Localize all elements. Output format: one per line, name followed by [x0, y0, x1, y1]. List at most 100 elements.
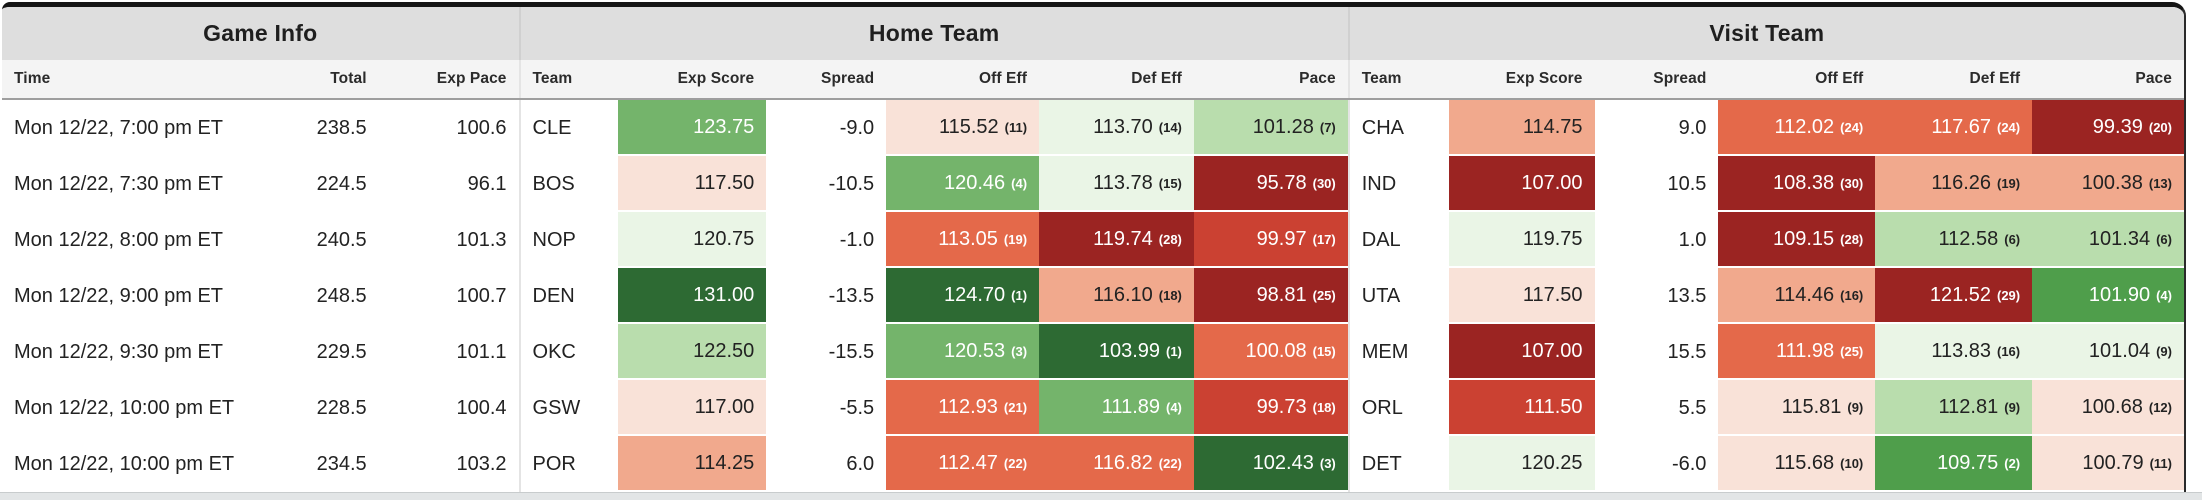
- stat-rank: (1): [1011, 287, 1028, 303]
- visit-def-eff-cell: 116.26 (19): [1875, 156, 2033, 212]
- stat-rank: (3): [1319, 455, 1336, 471]
- table-row: Mon 12/22, 9:30 pm ET 229.5 101.1 OKC 12…: [2, 324, 2184, 380]
- stat-value: 115.52: [938, 115, 999, 138]
- stat-rank: (16): [1840, 287, 1864, 303]
- stat-value: 99.97: [1256, 227, 1307, 250]
- stat-value: 117.50: [694, 171, 755, 194]
- game-total: 238.5: [248, 100, 379, 156]
- table-row: Mon 12/22, 9:00 pm ET 248.5 100.7 DEN 13…: [2, 268, 2184, 324]
- visit-spread: 13.5: [1594, 268, 1719, 324]
- table-row: Mon 12/22, 7:00 pm ET 238.5 100.6 CLE 12…: [2, 100, 2184, 156]
- stat-rank: (18): [1158, 287, 1182, 303]
- game-exp-pace: 100.4: [378, 380, 519, 436]
- visit-pace-cell: 100.68 (12): [2032, 380, 2184, 436]
- stat-value: 120.75: [693, 227, 755, 250]
- stat-rank: (4): [1166, 399, 1182, 415]
- stat-value: 112.58: [1938, 227, 1999, 250]
- home-team-code: CLE: [518, 100, 619, 156]
- column-header-visit-def-eff: Def Eff: [1969, 70, 2021, 87]
- stat-value: 99.73: [1256, 395, 1307, 418]
- home-team-code: GSW: [518, 380, 619, 436]
- stat-rank: (11): [1004, 119, 1028, 135]
- home-off-eff-cell: 124.70 (1): [886, 268, 1040, 324]
- stat-value: 113.83: [1931, 339, 1991, 362]
- stat-rank: (28): [1158, 231, 1182, 247]
- home-team-code: POR: [518, 436, 619, 492]
- game-time: Mon 12/22, 7:00 pm ET: [2, 100, 249, 156]
- stat-rank: (12): [2148, 399, 2172, 415]
- stat-rank: (6): [2156, 231, 2172, 247]
- home-exp-score-cell: 120.75: [618, 212, 767, 268]
- stat-rank: (21): [1003, 399, 1028, 415]
- stat-rank: (13): [2148, 175, 2172, 191]
- stat-value: 122.50: [693, 339, 755, 362]
- home-spread: -10.5: [766, 156, 887, 212]
- home-pace-cell: 102.43 (3): [1193, 436, 1348, 492]
- visit-off-eff-cell: 112.02 (24): [1718, 100, 1876, 156]
- home-team-code: OKC: [518, 324, 619, 380]
- stat-value: 120.53: [943, 339, 1006, 362]
- game-total: 240.5: [248, 212, 379, 268]
- stat-value: 116.10: [1093, 283, 1153, 306]
- home-pace-cell: 101.28 (7): [1193, 100, 1348, 156]
- home-spread: -13.5: [766, 268, 887, 324]
- stat-value: 114.75: [1522, 115, 1583, 138]
- home-pace-cell: 95.78 (30): [1193, 156, 1348, 212]
- stat-value: 101.34: [2088, 227, 2151, 250]
- section-header-game-info: Game Info: [2, 7, 519, 60]
- table-row: Mon 12/22, 8:00 pm ET 240.5 101.3 NOP 12…: [2, 212, 2184, 268]
- stat-value: 111.50: [1524, 395, 1583, 418]
- visit-exp-score-cell: 117.50: [1448, 268, 1595, 324]
- stat-value: 124.70: [943, 283, 1006, 306]
- stat-rank: (28): [1840, 231, 1864, 247]
- visit-off-eff-cell: 115.81 (9): [1718, 380, 1876, 436]
- home-off-eff-cell: 113.05 (19): [886, 212, 1040, 268]
- visit-off-eff-cell: 111.98 (25): [1718, 324, 1876, 380]
- visit-pace-cell: 101.90 (4): [2032, 268, 2184, 324]
- stat-rank: (16): [1997, 343, 2021, 359]
- stat-value: 117.67: [1931, 115, 1991, 138]
- visit-def-eff-cell: 109.75 (2): [1875, 436, 2033, 492]
- stat-value: 112.93: [938, 395, 998, 418]
- stat-rank: (1): [1166, 343, 1182, 359]
- home-off-eff-cell: 112.47 (22): [886, 436, 1040, 492]
- stat-value: 115.81: [1781, 395, 1842, 418]
- home-exp-score-cell: 122.50: [618, 324, 767, 380]
- stat-rank: (19): [1997, 175, 2021, 191]
- home-off-eff-cell: 120.46 (4): [886, 156, 1040, 212]
- stat-value: 114.25: [694, 451, 755, 474]
- stat-rank: (15): [1312, 343, 1336, 359]
- column-header-row: Time Total Exp Pace Team Exp Score Sprea…: [2, 60, 2184, 100]
- home-off-eff-cell: 112.93 (21): [886, 380, 1040, 436]
- stat-value: 107.00: [1521, 171, 1583, 194]
- stat-rank: (3): [1011, 343, 1028, 359]
- visit-def-eff-cell: 112.58 (6): [1875, 212, 2033, 268]
- stat-value: 120.25: [1521, 451, 1583, 474]
- visit-def-eff-cell: 113.83 (16): [1875, 324, 2033, 380]
- stat-value: 111.89: [1101, 395, 1160, 418]
- home-def-eff-cell: 119.74 (28): [1039, 212, 1194, 268]
- stat-value: 102.43: [1252, 451, 1314, 474]
- stat-value: 116.82: [1093, 451, 1153, 474]
- visit-spread: 15.5: [1594, 324, 1719, 380]
- visit-def-eff-cell: 112.81 (9): [1875, 380, 2033, 436]
- game-total: 229.5: [248, 324, 379, 380]
- game-time: Mon 12/22, 10:00 pm ET: [2, 436, 249, 492]
- stat-value: 119.74: [1093, 227, 1153, 250]
- home-def-eff-cell: 116.10 (18): [1039, 268, 1194, 324]
- column-header-visit-off-eff: Off Eff: [1815, 70, 1864, 87]
- home-pace-cell: 100.08 (15): [1193, 324, 1348, 380]
- home-off-eff-cell: 120.53 (3): [886, 324, 1040, 380]
- game-exp-pace: 96.1: [378, 156, 519, 212]
- home-exp-score-cell: 114.25: [618, 436, 767, 492]
- table-body: Mon 12/22, 7:00 pm ET 238.5 100.6 CLE 12…: [2, 100, 2184, 492]
- home-pace-cell: 98.81 (25): [1193, 268, 1348, 324]
- stat-rank: (9): [1847, 399, 1864, 415]
- home-def-eff-cell: 113.78 (15): [1039, 156, 1194, 212]
- home-team-code: NOP: [518, 212, 619, 268]
- home-def-eff-cell: 111.89 (4): [1039, 380, 1194, 436]
- game-time: Mon 12/22, 10:00 pm ET: [2, 380, 249, 436]
- stat-value: 113.05: [938, 227, 998, 250]
- stat-value: 117.50: [1522, 283, 1583, 306]
- game-time: Mon 12/22, 9:00 pm ET: [2, 268, 249, 324]
